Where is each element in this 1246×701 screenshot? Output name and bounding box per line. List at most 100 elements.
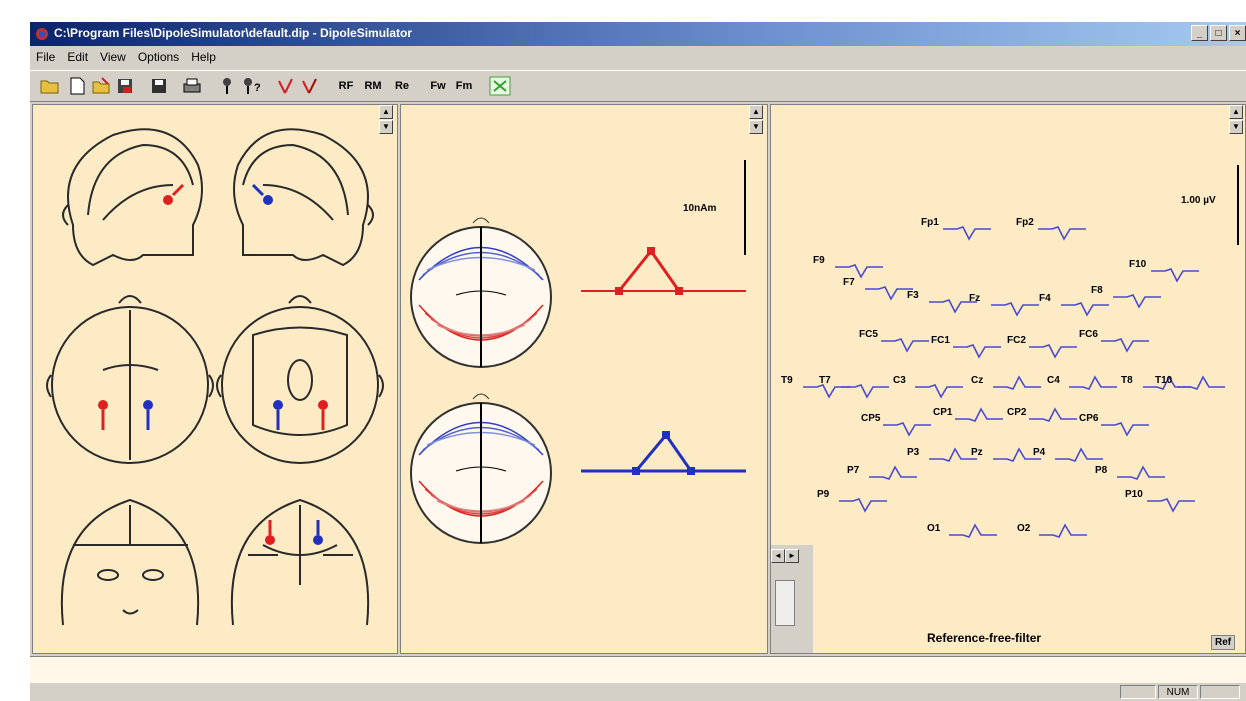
eeg-channel-label: C4 <box>1047 375 1060 386</box>
eeg-trace-c3 <box>915 384 963 399</box>
eeg-trace-f4 <box>1061 302 1109 317</box>
eeg-trace-fc6 <box>1101 338 1149 353</box>
eeg-trace-cz <box>993 375 1041 390</box>
eeg-trace-f3 <box>929 299 977 314</box>
menu-help[interactable]: Help <box>191 50 216 64</box>
zoom-right-icon[interactable]: ► <box>785 549 799 563</box>
eeg-trace-t7 <box>841 384 889 399</box>
dipole-moment-curve-red <box>581 247 746 295</box>
eeg-channel-label: Cz <box>971 375 984 386</box>
app-icon <box>36 28 48 40</box>
scroll-down-icon[interactable]: ▼ <box>379 120 393 134</box>
save-as-icon[interactable] <box>114 75 136 97</box>
eeg-channel-label: FC1 <box>931 335 950 346</box>
eeg-channel-label: CP5 <box>861 413 881 424</box>
status-cell-empty <box>1120 685 1156 699</box>
eeg-channel-label: P4 <box>1033 447 1046 458</box>
re-button[interactable]: Re <box>394 80 410 92</box>
scroll-up-icon[interactable]: ▲ <box>749 105 763 119</box>
electrode-icon[interactable] <box>216 75 238 97</box>
field-map-blue <box>410 393 552 544</box>
red-dipole-alt-icon[interactable] <box>298 75 320 97</box>
field-maps-canvas <box>410 160 746 544</box>
close-button[interactable]: × <box>1229 25 1246 41</box>
pane1-scroll[interactable]: ▲ ▼ <box>379 105 395 145</box>
menu-bar: File Edit View Options Help <box>30 47 1246 67</box>
fm-button[interactable]: Fm <box>455 80 473 92</box>
menu-options[interactable]: Options <box>137 50 180 64</box>
eeg-trace-c4 <box>1069 375 1117 390</box>
moment-scale-label: 10nAm <box>683 203 717 214</box>
head-top-view-left <box>46 295 214 464</box>
red-dipole-icon[interactable] <box>274 75 296 97</box>
eeg-trace-fc5 <box>881 338 929 353</box>
eeg-trace-fp2 <box>1038 226 1086 241</box>
eeg-trace-fc1 <box>953 344 1001 359</box>
open-folder-icon[interactable] <box>38 75 62 97</box>
save-icon[interactable] <box>148 75 170 97</box>
eeg-trace-cp2 <box>1029 407 1077 422</box>
menu-file[interactable]: File <box>36 50 56 64</box>
zoom-left-icon[interactable]: ◄ <box>771 549 785 563</box>
eeg-channel-label: T9 <box>781 375 793 386</box>
eeg-channel-label: F4 <box>1039 293 1051 304</box>
eeg-channel-label: F9 <box>813 255 825 266</box>
eeg-channel-label: Fp1 <box>921 217 939 228</box>
app-window: C:\Program Files\DipoleSimulator\default… <box>30 22 1246 701</box>
eeg-channel-label: Pz <box>971 447 983 458</box>
eeg-trace-f7 <box>865 286 913 301</box>
eeg-trace-p4 <box>1055 447 1103 462</box>
eeg-trace-cp6 <box>1101 422 1149 437</box>
scroll-up-icon[interactable]: ▲ <box>379 105 393 119</box>
eeg-trace-cp5 <box>883 422 931 437</box>
zoom-track[interactable] <box>775 580 795 626</box>
print-icon[interactable] <box>180 75 204 97</box>
eeg-trace-fz <box>991 302 1039 317</box>
eeg-channel-label: P8 <box>1095 465 1108 476</box>
eeg-channel-label: F7 <box>843 277 855 288</box>
eeg-trace-p8 <box>1117 465 1165 480</box>
status-bar: NUM <box>30 683 1246 701</box>
scroll-down-icon[interactable]: ▼ <box>1229 120 1243 134</box>
scroll-down-icon[interactable]: ▼ <box>749 120 763 134</box>
head-right-lateral <box>233 128 374 267</box>
rm-button[interactable]: RM <box>364 80 382 92</box>
rf-button[interactable]: RF <box>338 80 354 92</box>
eeg-trace-f9 <box>835 264 883 279</box>
fw-button[interactable]: Fw <box>430 80 446 92</box>
reference-button[interactable]: Ref <box>1211 635 1236 650</box>
dipoles-head-views <box>98 183 328 545</box>
eeg-channel-label: FC5 <box>859 329 878 340</box>
menu-view[interactable]: View <box>100 50 126 64</box>
num-lock-indicator: NUM <box>1158 685 1198 699</box>
maximize-button[interactable]: □ <box>1210 25 1227 41</box>
eeg-channel-label: F8 <box>1091 285 1103 296</box>
eeg-channel-label: T10 <box>1155 375 1173 386</box>
menu-edit[interactable]: Edit <box>67 50 89 64</box>
eeg-trace-p10 <box>1147 498 1195 513</box>
minimize-button[interactable]: _ <box>1191 25 1208 41</box>
pane2-scroll[interactable]: ▲ ▼ <box>749 105 765 145</box>
eeg-waveforms-canvas <box>803 226 1225 538</box>
new-file-icon[interactable] <box>66 75 88 97</box>
eeg-channel-label: T7 <box>819 375 831 386</box>
eeg-trace-f10 <box>1151 268 1199 283</box>
eeg-channel-label: F3 <box>907 290 919 301</box>
head-views-canvas <box>46 128 384 626</box>
open-dipole-icon[interactable] <box>90 75 112 97</box>
pane3-scroll[interactable]: ▲ ▼ <box>1229 105 1245 145</box>
field-maps-pane: 10nAm ▲ ▼ <box>400 104 768 654</box>
scroll-up-icon[interactable]: ▲ <box>1229 105 1243 119</box>
eeg-trace-o2 <box>1039 523 1087 538</box>
zoom-scroll[interactable]: ◄ ► <box>771 545 813 653</box>
eeg-channel-label: CP1 <box>933 407 953 418</box>
title-bar[interactable]: C:\Program Files\DipoleSimulator\default… <box>30 22 1246 46</box>
animate-icon[interactable] <box>488 75 512 97</box>
electrode-help-icon[interactable]: ? <box>240 75 264 97</box>
eeg-trace-f8 <box>1113 294 1161 309</box>
field-map-red <box>410 217 552 368</box>
eeg-channel-label: FC2 <box>1007 335 1026 346</box>
eeg-channel-label: F10 <box>1129 259 1147 270</box>
eeg-channel-label: Fz <box>969 293 981 304</box>
eeg-channel-label: P9 <box>817 489 830 500</box>
